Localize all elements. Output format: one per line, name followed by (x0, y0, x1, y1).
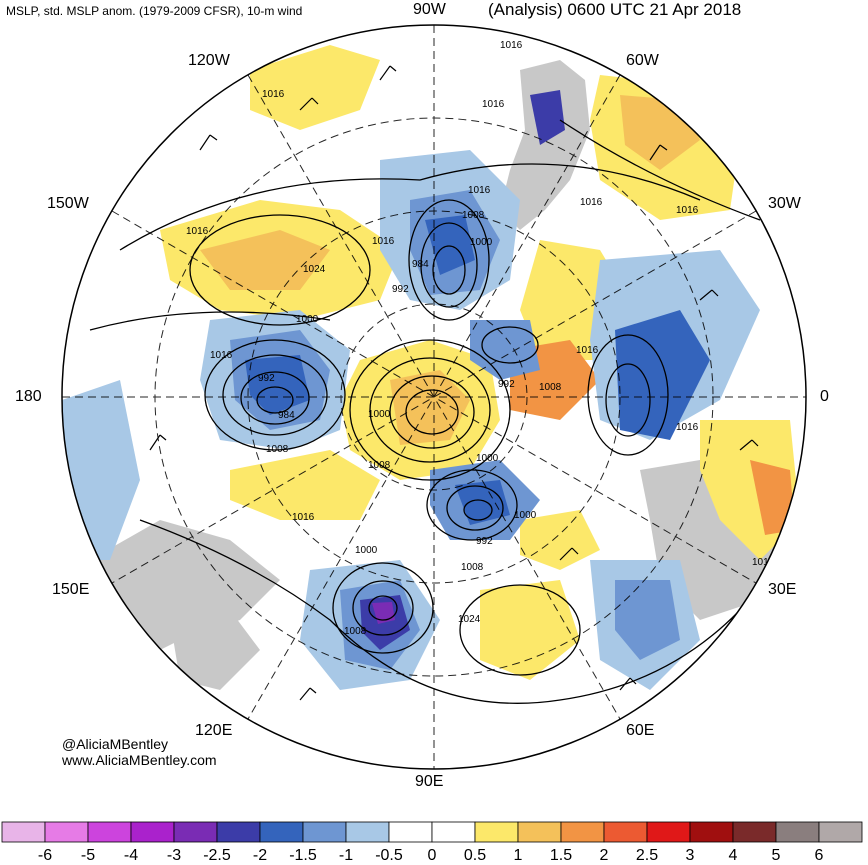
colorbar-tick-label: -5 (81, 847, 95, 864)
colorbar-tick-label: 6 (815, 847, 824, 864)
credit-handle: @AliciaMBentley (62, 736, 169, 752)
colorbar-box (775, 821, 820, 843)
colorbar-tick-label: -1.5 (289, 847, 317, 864)
isobar-label: 1008 (539, 382, 562, 393)
colorbar-tick-label: -2.5 (203, 847, 231, 864)
colorbar-box (259, 821, 304, 843)
colorbar-box (517, 821, 562, 843)
isobar-label: 1000 (476, 453, 499, 464)
colorbar-tick-label: 2.5 (636, 847, 658, 864)
lon-label-bottom: 90E (415, 773, 444, 790)
isobar-label: 1016 (468, 185, 491, 196)
colorbar-box (345, 821, 390, 843)
isobar-labels: 1016 1016 1016 1016 1016 1016 1016 1016 … (186, 40, 775, 637)
lon-label-upper-left: 150W (47, 195, 89, 212)
isobar-label: 984 (278, 410, 295, 421)
lon-label-left: 180 (15, 388, 42, 405)
colorbar-box (44, 821, 89, 843)
colorbar-tick-label: -2 (253, 847, 267, 864)
wind-barbs (149, 65, 759, 701)
colorbar-tick-label: -4 (124, 847, 138, 864)
colorbar-box (130, 821, 175, 843)
colorbar-tick-label: 1 (514, 847, 523, 864)
colorbar-tick-label: -1 (339, 847, 353, 864)
isobar-label: 1016 (676, 422, 699, 433)
colorbar-tick-label: 2 (600, 847, 609, 864)
colorbar-tick-label: 3 (686, 847, 695, 864)
isobar-label: 1016 (210, 350, 233, 361)
lon-label-lower-left: 150E (52, 581, 90, 598)
isobar-label: 1016 (482, 99, 505, 110)
isobar-label: 1016 (580, 197, 603, 208)
isobar-label: 1024 (303, 264, 326, 275)
isobar-label: 1016 (292, 512, 315, 523)
colorbar-box (603, 821, 648, 843)
colorbar-box (431, 821, 476, 843)
isobar-label: 1000 (355, 545, 378, 556)
lon-label-right: 0 (820, 388, 829, 405)
isobar-label: 1016 (576, 345, 599, 356)
colorbar-box (560, 821, 605, 843)
graticule (62, 25, 806, 769)
colorbar-box (474, 821, 519, 843)
lon-label-top-left: 120W (188, 52, 230, 69)
colorbar-boxes (1, 821, 863, 843)
credit-site: www.AliciaMBentley.com (62, 752, 217, 768)
lon-label-top-right: 60W (626, 52, 659, 69)
map-disc: 1016 1016 1016 1016 1016 1016 1016 1016 … (62, 25, 806, 769)
colorbar-tick-label: 0 (428, 847, 437, 864)
isobar-label: 1016 (752, 557, 775, 568)
colorbar-box (173, 821, 218, 843)
isobar-label: 1016 (186, 226, 209, 237)
isobar-label: 1008 (266, 444, 289, 455)
lon-label-top: 90W (413, 1, 446, 18)
lon-label-lower-right: 30E (768, 581, 797, 598)
colorbar-box (732, 821, 777, 843)
isobar-label: 1016 (676, 205, 699, 216)
colorbar-box (646, 821, 691, 843)
isobar-label: 1000 (470, 237, 493, 248)
isobar-label: 1008 (462, 210, 485, 221)
isobar-label: 1016 (262, 89, 285, 100)
colorbar-tick-label: -0.5 (375, 847, 403, 864)
colorbar-box (87, 821, 132, 843)
lon-label-bottom-left: 120E (195, 722, 233, 739)
colorbar-tick-label: -6 (38, 847, 52, 864)
header-right: (Analysis) 0600 UTC 21 Apr 2018 (488, 0, 742, 19)
isobar-label: 1024 (458, 614, 481, 625)
isobar-label: 992 (392, 284, 409, 295)
colorbar-tick-label: 0.5 (464, 847, 486, 864)
colorbar-box (1, 821, 46, 843)
colorbar-ticks: -6 -5 -4 -3 -2.5 -2 -1.5 -1 -0.5 0 0.5 1 1.5 2 2.5 3 4 5 6 (38, 847, 824, 864)
polar-map: 1016 1016 1016 1016 1016 1016 1016 1016 … (61, 24, 807, 770)
colorbar-tick-label: 1.5 (550, 847, 572, 864)
negative-anomalies (62, 90, 760, 690)
isobar-label: 984 (412, 259, 429, 270)
colorbar-tick-label: -3 (167, 847, 181, 864)
colorbar-box (818, 821, 863, 843)
isobars (89, 119, 781, 704)
isobar-label: 1008 (368, 460, 391, 471)
isobar-label: 1016 (500, 40, 523, 51)
colorbar-tick-label: 4 (729, 847, 738, 864)
isobar-label: 1016 (372, 236, 395, 247)
lon-label-bottom-right: 60E (626, 722, 655, 739)
colorbar-box (302, 821, 347, 843)
isobar-label: 992 (476, 536, 493, 547)
lon-label-upper-right: 30W (768, 195, 801, 212)
colorbar-box (216, 821, 261, 843)
isobar-label: 1000 (368, 409, 391, 420)
colorbar-box (388, 821, 433, 843)
isobar-label: 1008 (344, 626, 367, 637)
isobar-label: 992 (258, 373, 275, 384)
colorbar-box (689, 821, 734, 843)
isobar-label: 1000 (296, 314, 319, 325)
isobar-label: 1000 (514, 510, 537, 521)
isobar-label: 992 (498, 379, 515, 390)
colorbar: -6 -5 -4 -3 -2.5 -2 -1.5 -1 -0.5 0 0.5 1 1.5 2 2.5 3 4 5 6 (1, 821, 863, 864)
map-boundary (61, 24, 807, 770)
colorbar-tick-label: 5 (772, 847, 781, 864)
header-left: MSLP, std. MSLP anom. (1979-2009 CFSR), … (6, 4, 303, 18)
isobar-label: 1008 (461, 562, 484, 573)
